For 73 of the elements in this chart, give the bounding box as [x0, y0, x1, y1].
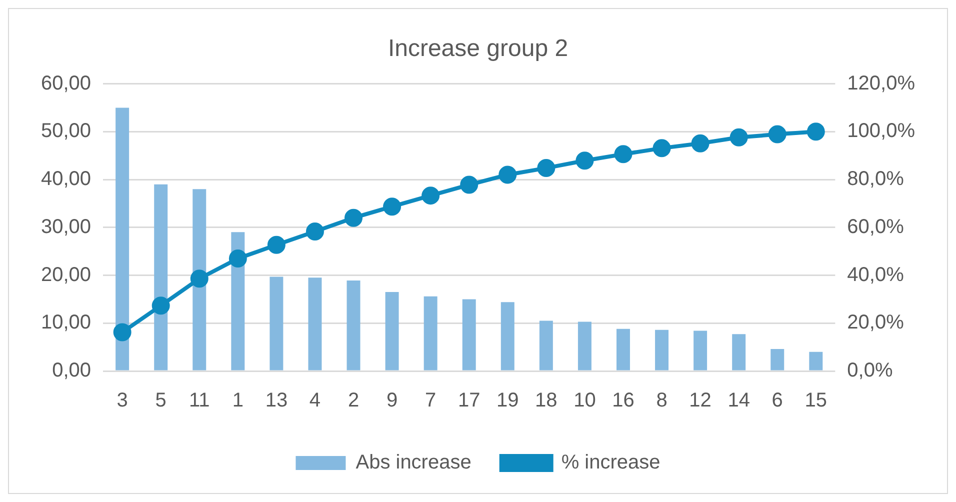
bar: [116, 108, 130, 370]
y-tick-label: 10,00: [40, 312, 92, 334]
point: [228, 250, 247, 268]
point: [537, 159, 556, 178]
point: [768, 125, 786, 144]
chart-title: Increase group 2: [388, 35, 568, 62]
bar: [500, 302, 514, 370]
bar: [270, 276, 284, 370]
x-tick-label: 6: [772, 390, 783, 412]
bar: [539, 320, 553, 370]
x-tick-label: 8: [656, 390, 668, 412]
y2-tick-label: 60,0%: [847, 216, 904, 238]
bar: [770, 348, 784, 370]
bar: [192, 189, 206, 370]
point: [652, 139, 671, 158]
point: [152, 296, 170, 315]
point: [190, 270, 208, 288]
point: [113, 323, 132, 342]
x-tick-label: 16: [612, 390, 634, 412]
x-tick-label: 9: [386, 390, 398, 412]
bar: [308, 278, 322, 370]
bar: [732, 334, 746, 370]
point: [498, 166, 517, 184]
point: [576, 152, 594, 170]
y-tick-label: 0,00: [52, 360, 92, 382]
x-tick-label: 14: [728, 390, 750, 412]
point: [614, 145, 632, 164]
bar: [346, 280, 360, 370]
x-tick-label: 15: [804, 390, 828, 412]
y2-tick-label: 80,0%: [847, 168, 904, 190]
bar: [616, 328, 630, 370]
point: [806, 122, 825, 141]
y-tick-label: 60,00: [40, 72, 92, 94]
bar: [385, 292, 399, 370]
y-tick-label: 40,00: [40, 168, 92, 190]
y2-tick-label: 20,0%: [847, 312, 904, 334]
x-tick-label: 19: [496, 390, 519, 412]
bar: [424, 296, 438, 370]
x-tick-label: 13: [265, 390, 288, 412]
x-tick-label: 5: [155, 390, 166, 412]
x-tick-label: 10: [574, 390, 596, 412]
point: [422, 186, 440, 205]
y-tick-label: 50,00: [40, 120, 92, 142]
bar: [462, 299, 476, 370]
x-tick-label: 12: [689, 390, 712, 412]
x-tick-label: 18: [535, 390, 558, 412]
bar: [655, 330, 669, 370]
bar: [578, 322, 592, 370]
x-tick-label: 7: [425, 390, 436, 412]
legend-label: Abs increase: [356, 452, 472, 474]
x-tick-label: 11: [188, 390, 210, 412]
legend-label: % increase: [561, 452, 660, 474]
y2-tick-label: 40,0%: [847, 264, 904, 286]
x-tick-label: 4: [309, 390, 321, 412]
bar: [154, 184, 168, 370]
y-tick-label: 30,00: [40, 216, 92, 238]
point: [344, 208, 363, 227]
x-tick-label: 2: [348, 390, 360, 412]
bar: [694, 330, 708, 370]
y-tick-label: 20,00: [40, 264, 92, 286]
bar: [809, 352, 823, 370]
point: [691, 134, 710, 152]
y2-tick-label: 0,0%: [847, 360, 893, 382]
x-tick-label: 17: [458, 390, 480, 412]
y2-tick-label: 120,0%: [847, 72, 916, 94]
point: [730, 128, 748, 146]
point: [460, 176, 478, 194]
x-tick-label: 1: [232, 390, 244, 412]
point: [306, 222, 324, 240]
point: [383, 198, 402, 216]
point: [267, 236, 286, 254]
y2-tick-label: 100,0%: [847, 120, 916, 142]
x-tick-label: 3: [116, 390, 128, 412]
